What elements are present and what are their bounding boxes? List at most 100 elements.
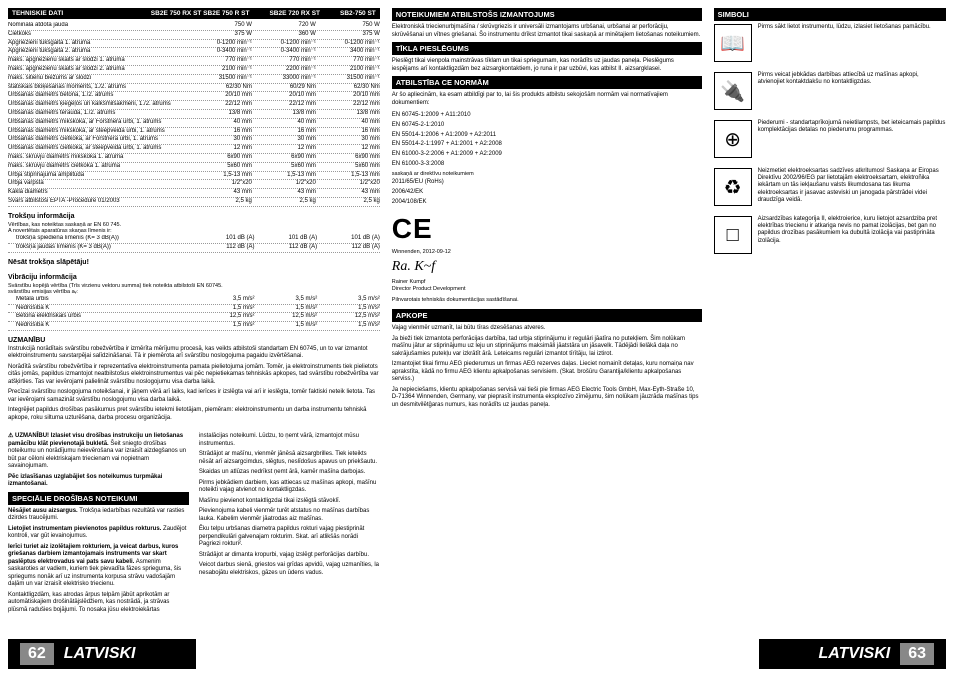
spec-row: maks. apgriezienu skaits ar slodzi 2. āt… — [8, 66, 380, 75]
spec-row: statiskais bloķēšanas moments, 1./2. ātr… — [8, 84, 380, 93]
spec-row: Urbšanas diametrs cietkokā, ar Forstnera… — [8, 136, 380, 145]
spec-row: Betona elektriskais urbis12,5 m/s²12,5 m… — [8, 313, 380, 322]
symbol-desc: Aizsardzības kategorija II, elektroieric… — [758, 216, 946, 245]
spec-row: Nedrošība K1,5 m/s²1,5 m/s²1,5 m/s² — [8, 322, 380, 331]
spec-row: Svars atbilstoši EPTA -Procedure 01/2003… — [8, 198, 380, 207]
uzmanibu-p3: Precīzai svārstību noslogojuma noteikšan… — [8, 389, 380, 404]
spec-row: Nominālā atdotā jauda750 W720 W750 W — [8, 22, 380, 31]
instruction-para: Skaidas un atlūzas nedrīkst ņemt ārā, ka… — [199, 469, 380, 477]
spec-row: Urbšanas diametrs mīkskokā, ar Forstnera… — [8, 119, 380, 128]
norm-item: 2006/42/EK — [392, 189, 702, 197]
norm-item: EN 55014-2-1:1997 + A1:2001 + A2:2008 — [392, 141, 702, 149]
spec-row: maks. skrūvju diametrs mīkskokā 1. ātrum… — [8, 154, 380, 163]
norm-item: 2011/65/EU (RoHs) — [392, 179, 702, 187]
instruction-para: Strādājot ar mašīnu, vienmēr jānēsā aizs… — [199, 451, 380, 466]
norms-date: Winnenden, 2012-09-12 — [392, 249, 702, 256]
troksnu-bold: Nēsāt trokšņa slāpētāju! — [8, 259, 380, 266]
uzmanibu-p2: Norādītā svārstību robežvērtība ir repre… — [8, 364, 380, 387]
symbol-row: 🔌 Pirms veicat jebkādas darbības attiecīb… — [714, 72, 946, 110]
spec-row: Urbšanas diametrs ķieģeļos un kalkšmilša… — [8, 101, 380, 110]
uzmanibu-p1: Instrukcijā norādītais svārstību robežvē… — [8, 346, 380, 361]
spec-row: Cietkoks375 W360 W375 W — [8, 31, 380, 40]
troksnu-title: Trokšņu informācija — [8, 213, 380, 220]
speciale-header: SPECIĀLIE DROŠĪBAS NOTEIKUMI — [8, 492, 189, 505]
spec-row: Urbšanas diametrs tēraudā, 1./2. ātrums1… — [8, 110, 380, 119]
safety-item: Lietojiet instrumentam pievienotos papil… — [8, 526, 189, 541]
spec-row: Urbšanas diametrs cietkokā, ar steepveid… — [8, 145, 380, 154]
spec-row: Apgriezieni tukšgaitā 1. ātrumā0-1200 mi… — [8, 40, 380, 49]
vibraciju-sub2: svārstību emisijas vērtība aᵥ: — [8, 289, 380, 296]
spec-row: maks. apgriezienu skaits ar slodzi 1. āt… — [8, 57, 380, 66]
symbol-row: ♻Neizmetiet elektroeksartas sadzīves atk… — [714, 168, 946, 206]
apkope-para: Vajag vienmēr uzmanīt, lai būtu tīras dz… — [392, 325, 702, 333]
symbol-row: □Aizsardzības kategorija II, elektroieri… — [714, 216, 946, 254]
spec-row: Apgriezieni tukšgaitā 2. ātrumā0-3400 mi… — [8, 48, 380, 57]
noteikumiem-header: NOTEIKUMIEM ATBILSTOŠS IZMANTOJUMS — [392, 8, 702, 21]
norm-item: EN 61000-3-3:2008 — [392, 161, 702, 169]
symbol-icon: ⊕ — [714, 120, 752, 158]
norms-name: Rainer Kumpf — [392, 279, 702, 286]
symbol-icon: 🔌 — [714, 72, 752, 110]
uzmanibu-p4: Integrējiet papildus drošības pasākumus … — [8, 407, 380, 422]
instruction-para: Strādājot ar dimanta kropurbi, vajag izs… — [199, 552, 380, 560]
symbol-icon: □ — [714, 216, 752, 254]
ce-mark: CE — [392, 213, 702, 245]
instruction-para: Pievienojuma kabeli vienmēr turēt atstat… — [199, 508, 380, 523]
apkope-para: Ja nepieciešams, klientu apkalpošanas se… — [392, 387, 702, 410]
vibraciju-sub: Svārstību kopējā vērtība (Trīs virzienu … — [8, 283, 380, 290]
warning-bold2: Pēc izlasīšanas uzglabājiet šos noteikum… — [8, 474, 189, 489]
instruction-para: instalācijas noteikumi. Lūdzu, to ņemt v… — [199, 433, 380, 448]
apkope-para: Izmantojiet tikai firmu AEG piederumus u… — [392, 361, 702, 384]
instruction-para: Pirms jebkādiem darbiem, kas attiecas uz… — [199, 480, 380, 495]
tikla-header: TĪKLA PIESLĒGUMS — [392, 42, 702, 55]
norm-item: EN 60745-2-1:2010 — [392, 122, 702, 130]
signature: Ra. K~f — [392, 259, 702, 275]
tehniskie-header: TEHNISKIE DATI SB2E 750 RX ST SB2E 750 R… — [8, 8, 380, 19]
footer-left: 62LATVISKI — [8, 639, 196, 669]
symbol-icon: 📖 — [714, 24, 752, 62]
troksnu-sub: Vērtības, kas noteiktas saskaņā ar EN 60… — [8, 222, 380, 229]
norms-intro: Ar šo apliecinām, ka esam atbildīgi par … — [392, 92, 702, 107]
norm-item: EN 60745-1:2009 + A11:2010 — [392, 112, 702, 120]
instruction-para: Mašīnu pievienot kontaktligzdai tikai iz… — [199, 498, 380, 506]
tikla-text: Pieslēgt tikai vienpola mainstrāvas tīkl… — [392, 58, 702, 73]
apkope-para: Ja bieži tiek izmantota perforācijas dar… — [392, 336, 702, 359]
instruction-para: Ēku telpu urbšanas diametra papildus rok… — [199, 526, 380, 549]
symbol-row: ⊕ Piederumi - standartaprīkojumā neietila… — [714, 120, 946, 158]
spec-row: Urbšanas diametrs betonā, 1./2. ātrums20… — [8, 92, 380, 101]
safety-item: Nēsājiet ausu aizsargus. Trokšņa iedarbī… — [8, 508, 189, 523]
symbol-row: 📖 Pirms sākt lietot instrumentu, lūdzu, i… — [714, 24, 946, 62]
spec-row: Metāla urbis3,5 m/s²3,5 m/s²3,5 m/s² — [8, 296, 380, 305]
uzmanibu-title: UZMANĪBU — [8, 337, 380, 344]
spec-row: Nedrošība K1,5 m/s²1,5 m/s²1,5 m/s² — [8, 305, 380, 314]
spec-row: maks. skrūvju diametrs cietkokā 1. ātrum… — [8, 163, 380, 172]
apkope-header: APKOPE — [392, 309, 702, 322]
symbol-desc: Pirms sākt lietot instrumentu, lūdzu, iz… — [758, 24, 931, 31]
spec-row: Kakla diametrs43 mm43 mm43 mm — [8, 189, 380, 198]
footer-right: LATVISKI63 — [759, 639, 947, 669]
safety-item: Ierīci turiet aiz izolētajiem rokturiem,… — [8, 544, 189, 589]
warning-box: ⚠ UZMANĪBU! Izlasiet visu drošības instr… — [8, 433, 189, 471]
symbol-icon: ♻ — [714, 168, 752, 206]
norms-role: Director Product Development — [392, 286, 702, 293]
spec-row: trokšņa jaudas līmenis (K= 3 dB(A))112 d… — [8, 244, 380, 253]
spec-row: Urbja stiprinājuma amplituda1,5-13 mm1,5… — [8, 172, 380, 181]
spec-row: Urbja vārpsta1/2"x201/2"x201/2"x20 — [8, 180, 380, 189]
instruction-para: Veicot darbus sienā, griestos vai grīdas… — [199, 562, 380, 577]
simboli-header: SIMBOLI — [714, 8, 946, 21]
norms-sub: saskaņā ar direktīvu noteikumiem — [392, 171, 702, 178]
symbol-desc: Piederumi - standartaprīkojumā neietilam… — [758, 120, 946, 134]
spec-row: trokšņa spiediena līmenis (K= 3 dB(A))10… — [8, 235, 380, 244]
atbilstiba-header: ATBILSTĪBA CE NORMĀM — [392, 76, 702, 89]
norm-item: 2004/108/EK — [392, 199, 702, 207]
symbol-desc: Pirms veicat jebkādas darbības attiecībā… — [758, 72, 946, 86]
vibraciju-title: Vibrāciju informācija — [8, 274, 380, 281]
spec-row: maks. sitienu biežums ar slodzi31500 min… — [8, 75, 380, 84]
symbol-desc: Neizmetiet elektroeksartas sadzīves atkr… — [758, 168, 946, 204]
safety-item: Kontaktligzdām, kas atrodas ārpus telpām… — [8, 592, 189, 615]
spec-row: Urbšanas diametrs mīkskokā, ar steepveid… — [8, 128, 380, 137]
troksnu-sub2: A novertētais aparatūras skaņas līmenis … — [8, 228, 380, 235]
norm-item: EN 61000-3-2:2006 + A1:2009 + A2:2009 — [392, 151, 702, 159]
norms-auth: Pilnvarotais tehniskās dokumentācijas sa… — [392, 297, 702, 304]
noteikumiem-text: Elektroniskā triecienurbjmašīna / skrūvg… — [392, 24, 702, 39]
